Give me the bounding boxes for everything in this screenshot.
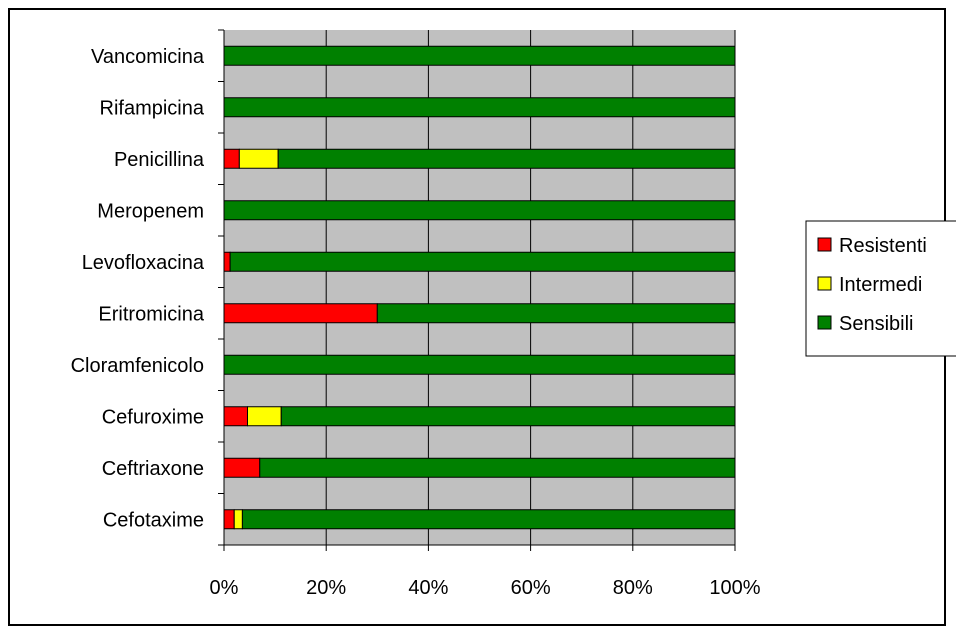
bar-intermedi	[238, 148, 279, 169]
bar-resistenti	[223, 509, 235, 530]
category-label: Ceftriaxone	[102, 458, 204, 480]
category-label: Penicillina	[114, 149, 205, 171]
legend-swatch	[817, 237, 832, 252]
bar-resistenti	[223, 303, 378, 324]
category-label: Eritromicina	[98, 303, 204, 325]
x-tick-label: 0%	[210, 577, 239, 599]
bar-resistenti	[223, 148, 240, 169]
legend-swatch	[817, 276, 832, 291]
bar-sensibili	[277, 148, 736, 169]
x-tick-label: 100%	[709, 577, 760, 599]
bar-intermedi	[233, 509, 243, 530]
bar-sensibili	[259, 457, 736, 478]
bar-resistenti	[223, 251, 231, 272]
x-tick-label: 20%	[306, 577, 346, 599]
legend-label: Sensibili	[839, 313, 913, 335]
category-label: Meropenem	[97, 200, 204, 222]
legend-label: Intermedi	[839, 274, 922, 296]
x-tick-label: 40%	[408, 577, 448, 599]
legend-label: Resistenti	[839, 235, 927, 257]
x-tick-label: 80%	[613, 577, 653, 599]
bar-sensibili	[223, 97, 736, 118]
bar-sensibili	[280, 406, 736, 427]
bar-sensibili	[229, 251, 736, 272]
x-tick-label: 60%	[511, 577, 551, 599]
bar-sensibili	[241, 509, 736, 530]
bar-sensibili	[223, 200, 736, 221]
category-label: Levofloxacina	[82, 252, 205, 274]
bar-sensibili	[376, 303, 736, 324]
bar-resistenti	[223, 406, 249, 427]
category-label: Vancomicina	[91, 46, 205, 68]
bar-sensibili	[223, 45, 736, 66]
category-label: Cefuroxime	[102, 406, 204, 428]
category-label: Rifampicina	[100, 97, 205, 119]
category-label: Cloramfenicolo	[71, 355, 204, 377]
category-label: Cefotaxime	[103, 509, 204, 531]
bar-sensibili	[223, 354, 736, 375]
bar-resistenti	[223, 457, 261, 478]
bar-intermedi	[247, 406, 282, 427]
legend-swatch	[817, 315, 832, 330]
